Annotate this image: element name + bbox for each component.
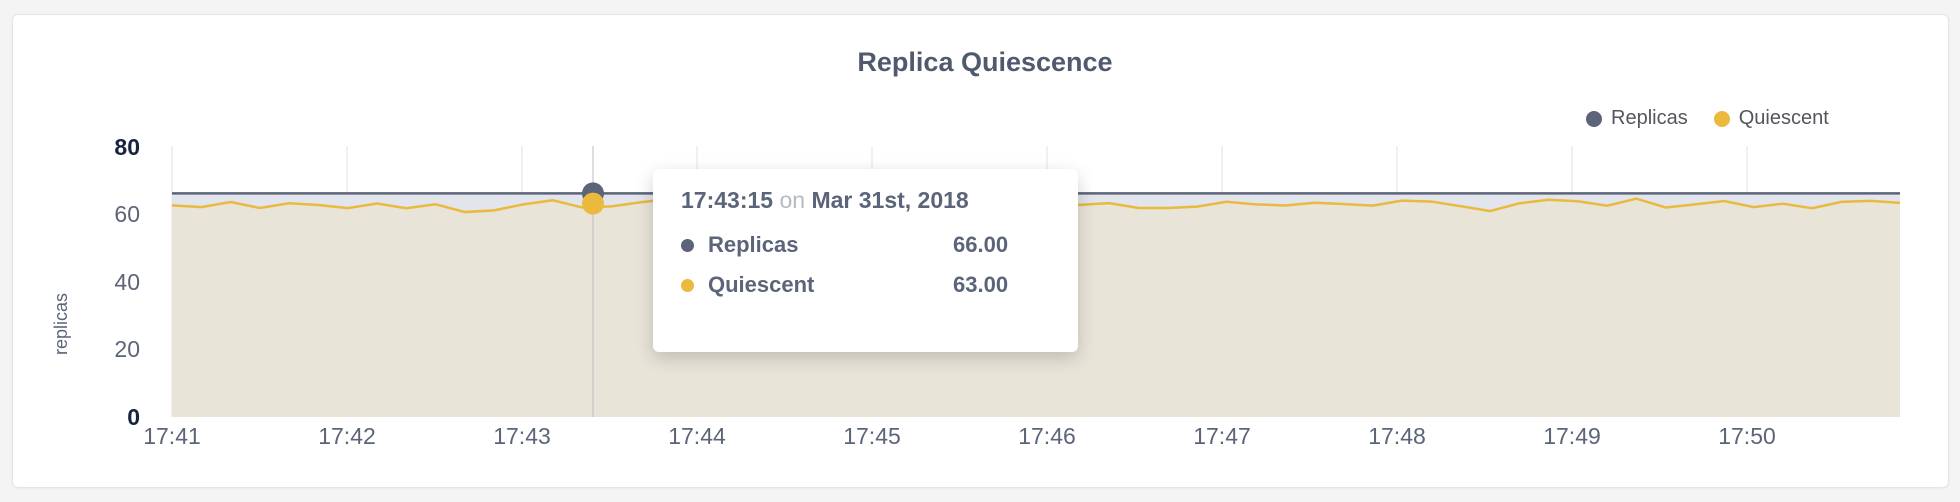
svg-text:17:45: 17:45 — [843, 423, 901, 449]
svg-text:17:41: 17:41 — [143, 423, 201, 449]
svg-text:17:44: 17:44 — [668, 423, 726, 449]
svg-text:17:49: 17:49 — [1543, 423, 1601, 449]
svg-text:17:48: 17:48 — [1368, 423, 1426, 449]
svg-text:17:50: 17:50 — [1718, 423, 1776, 449]
svg-text:80: 80 — [114, 134, 140, 160]
svg-text:0: 0 — [127, 404, 140, 430]
svg-text:60: 60 — [114, 201, 140, 227]
svg-text:17:42: 17:42 — [318, 423, 376, 449]
svg-text:17:47: 17:47 — [1193, 423, 1251, 449]
svg-text:17:43: 17:43 — [493, 423, 551, 449]
svg-text:17:46: 17:46 — [1018, 423, 1076, 449]
svg-text:40: 40 — [114, 269, 140, 295]
svg-text:20: 20 — [114, 336, 140, 362]
